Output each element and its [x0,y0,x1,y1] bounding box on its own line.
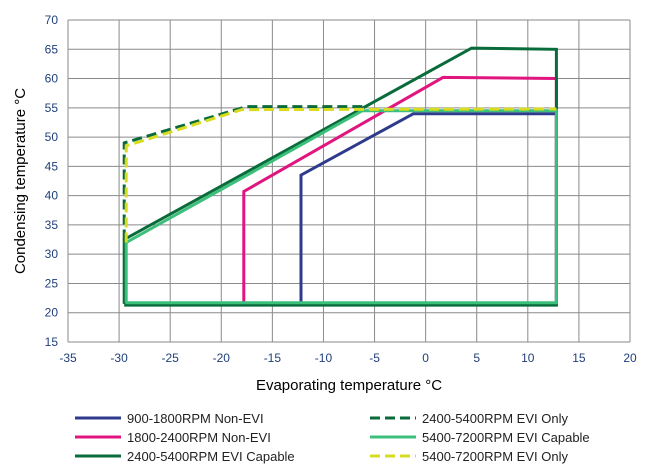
x-tick-label: -25 [162,351,180,365]
series-line-6 [124,107,557,243]
x-tick-label: 20 [623,351,637,365]
y-tick-label: 65 [45,42,59,56]
series-lines [122,46,558,307]
series-line-4 [122,105,365,240]
x-tick-label: 0 [422,351,429,365]
x-tick-labels: -35 -30 -25 -20 -15 -10 -5 0 5 10 15 20 [59,351,637,365]
series-line-5 [124,109,558,305]
legend-label: 2400-5400RPM EVI Capable [127,449,295,464]
x-tick-label: 5 [473,351,480,365]
series-line-3 [122,46,558,307]
x-tick-label: -35 [59,351,77,365]
y-tick-label: 60 [45,72,59,86]
plot-background [68,20,630,342]
x-tick-label: -30 [110,351,128,365]
legend-label: 5400-7200RPM EVI Capable [422,430,590,445]
y-tick-labels: 15 20 25 30 35 40 45 50 55 60 65 70 [45,13,59,349]
x-tick-label: -5 [369,351,380,365]
x-tick-label: 10 [521,351,535,365]
y-tick-label: 20 [45,306,59,320]
legend-label: 5400-7200RPM EVI Only [422,449,568,464]
y-tick-label: 25 [45,276,59,290]
legend-label: 2400-5400RPM EVI Only [422,411,568,426]
x-tick-label: 15 [572,351,586,365]
y-tick-label: 40 [45,189,59,203]
y-tick-label: 45 [45,159,59,173]
legend: 900-1800RPM Non-EVI 1800-2400RPM Non-EVI 2… [75,411,590,464]
y-tick-label: 70 [45,13,59,27]
y-tick-label: 30 [45,247,59,261]
y-tick-label: 15 [45,335,59,349]
x-tick-label: -20 [213,351,231,365]
legend-label: 1800-2400RPM Non-EVI [127,430,271,445]
x-tick-label: -10 [315,351,333,365]
x-axis-title: Evaporating temperature °C [256,377,442,394]
y-tick-label: 55 [45,101,59,115]
x-tick-label: -15 [264,351,282,365]
y-tick-label: 35 [45,218,59,232]
legend-label: 900-1800RPM Non-EVI [127,411,264,426]
y-axis-title: Condensing temperature °C [12,88,29,274]
y-tick-label: 50 [45,130,59,144]
